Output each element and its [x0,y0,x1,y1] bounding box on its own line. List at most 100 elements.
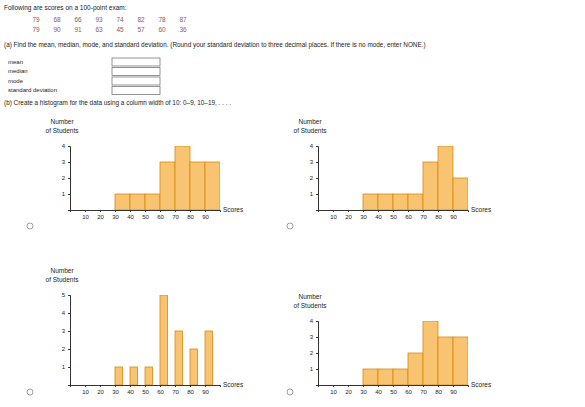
tick: 40 [375,210,382,220]
bar [408,194,423,210]
tick: 1 [62,191,70,197]
answer-input[interactable] [112,58,160,66]
tick-label: 80 [187,214,194,220]
tick-label: 70 [172,214,179,220]
tick-mark [205,210,206,212]
bar [205,162,220,210]
tick-mark [363,385,364,387]
answer-input[interactable] [112,87,160,95]
score-value: 79 [32,26,40,33]
bar [145,367,153,385]
tick-label: 30 [360,214,367,220]
tick-label: 1 [62,364,66,370]
y-axis-title: Number [298,293,322,300]
tick-label: 40 [127,214,134,220]
tick-label: 70 [420,214,427,220]
tick-label: 90 [202,389,209,395]
tick-mark [348,385,349,387]
tick: 30 [360,385,367,395]
tick-label: 30 [112,214,119,220]
bar [145,194,160,210]
tick: 3 [62,328,70,334]
y-axis: 1234 [310,143,319,210]
bar [160,295,168,385]
tick-mark [316,194,318,195]
tick-label: 30 [360,389,367,395]
tick-mark [175,385,176,387]
axis-line [71,386,221,388]
answer-input[interactable] [112,77,160,85]
field-label: mean [8,59,23,65]
tick: 20 [345,385,352,395]
tick: 60 [157,385,164,395]
y-axis-title: of Students [46,276,80,283]
tick-label: 1 [310,191,314,197]
bar [423,321,438,385]
axis-line [316,322,319,386]
histogram: 1020304050607080901234Numberof StudentsS… [294,118,492,220]
tick: 3 [310,159,318,165]
tick: 4 [62,143,70,149]
bars [115,146,220,210]
radio-button[interactable] [27,389,33,395]
histogram: 1020304050607080901234Numberof StudentsS… [294,293,492,395]
tick: 60 [405,210,412,220]
bar [453,178,468,210]
score-value: 79 [32,16,40,23]
bar [453,337,468,385]
x-axis: 102030405060708090 [319,385,469,395]
bar [123,385,131,386]
tick: 50 [390,210,397,220]
x-axis-title: Scores [471,381,492,388]
bar [175,146,190,210]
tick-mark [363,210,364,212]
score-value: 60 [158,26,166,33]
tick-mark [205,385,206,387]
tick-mark [115,210,116,212]
radio-button[interactable] [287,389,293,395]
score-value: 74 [116,16,124,23]
tick-label: 90 [202,214,209,220]
tick: 80 [435,385,442,395]
tick-mark [190,385,191,387]
tick-label: 60 [157,389,164,395]
tick: 5 [62,292,70,298]
tick-mark [316,178,318,179]
radio-button[interactable] [27,223,33,229]
tick: 80 [435,210,442,220]
tick-label: 20 [97,389,104,395]
tick-label: 20 [345,389,352,395]
tick-label: 40 [375,214,382,220]
tick-mark [438,385,439,387]
tick-label: 10 [82,214,89,220]
tick: 4 [310,143,318,149]
tick: 60 [405,385,412,395]
y-axis-title: Number [50,267,74,274]
tick-label: 20 [345,214,352,220]
tick-label: 3 [310,334,314,340]
tick: 80 [187,210,194,220]
score-value: 90 [53,26,61,33]
y-axis-title: of Students [46,127,80,134]
bar [130,367,138,385]
tick: 10 [82,385,89,395]
x-axis: 102030405060708090 [319,210,469,220]
tick-mark [175,210,176,212]
tick: 90 [202,210,209,220]
tick-mark [68,178,70,179]
tick-mark [68,367,70,368]
tick: 70 [420,385,427,395]
tick-mark [316,146,318,147]
bar [183,385,191,386]
radio-button[interactable] [287,223,293,229]
tick: 10 [330,385,337,395]
field-label: standard deviation [8,87,57,93]
bar [138,385,146,386]
tick-mark [100,385,101,387]
bar [438,337,453,385]
tick-mark [348,210,349,212]
tick: 70 [420,210,427,220]
tick-mark [130,385,131,387]
answer-input[interactable] [112,68,160,76]
field-label: median [8,68,28,74]
